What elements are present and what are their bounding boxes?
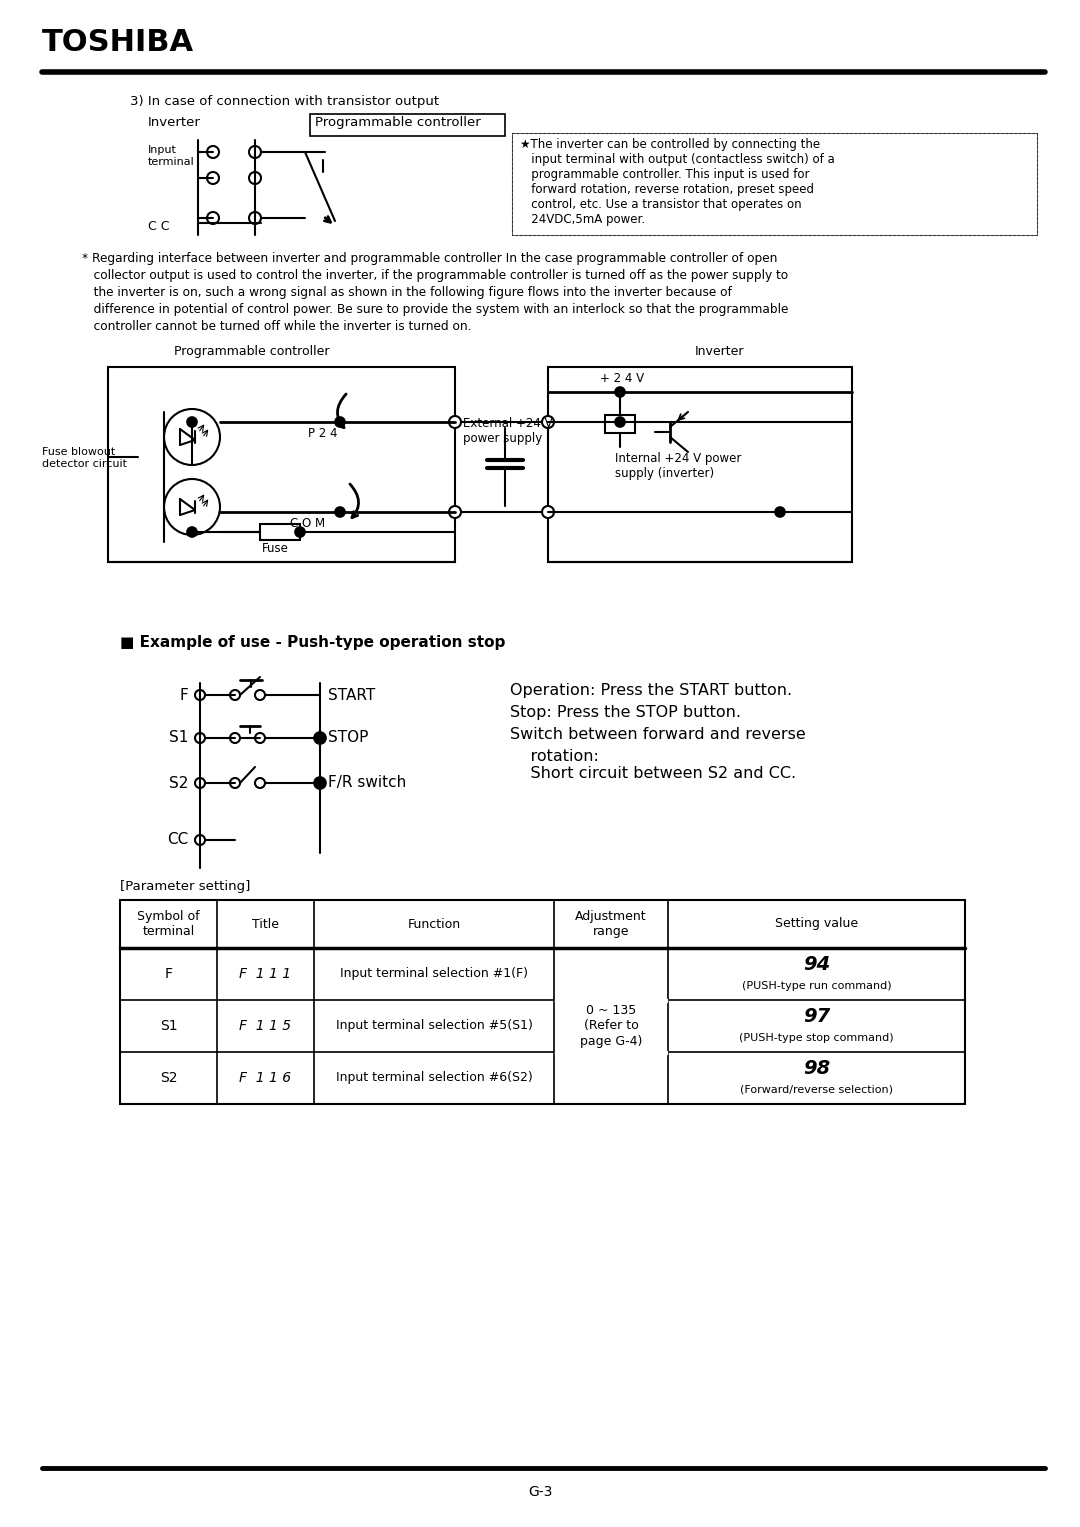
Text: External +24 V
power supply: External +24 V power supply (463, 417, 553, 444)
Text: F/R switch: F/R switch (328, 776, 406, 791)
Text: Fuse: Fuse (262, 542, 288, 554)
Bar (310, 115, 505, 136)
Bar (605, 415, 635, 434)
Text: Short circuit between S2 and CC.: Short circuit between S2 and CC. (510, 767, 796, 780)
Text: (PUSH-type stop command): (PUSH-type stop command) (739, 1032, 894, 1043)
Circle shape (249, 147, 261, 157)
Circle shape (207, 212, 219, 224)
Circle shape (314, 777, 326, 789)
Text: difference in potential of control power. Be sure to provide the system with an : difference in potential of control power… (82, 302, 788, 316)
Text: G-3: G-3 (528, 1484, 552, 1500)
Bar (548, 366, 852, 562)
Circle shape (207, 147, 219, 157)
Text: Symbol of
terminal: Symbol of terminal (137, 910, 200, 938)
Text: (PUSH-type run command): (PUSH-type run command) (742, 980, 891, 991)
Circle shape (449, 505, 461, 518)
Text: S2: S2 (168, 776, 188, 791)
Text: C C: C C (148, 220, 170, 234)
Circle shape (164, 479, 220, 534)
Text: Programmable controller: Programmable controller (315, 116, 481, 128)
Circle shape (335, 417, 345, 428)
Text: Fuse blowout
detector circuit: Fuse blowout detector circuit (42, 447, 127, 469)
Text: the inverter is on, such a wrong signal as shown in the following figure flows i: the inverter is on, such a wrong signal … (82, 286, 732, 299)
Circle shape (195, 690, 205, 699)
Circle shape (295, 527, 305, 538)
Circle shape (255, 690, 265, 699)
Circle shape (615, 386, 625, 397)
Circle shape (314, 731, 326, 744)
Text: P 2 4: P 2 4 (308, 428, 337, 440)
Text: Inverter: Inverter (148, 116, 201, 128)
Text: Stop: Press the STOP button.: Stop: Press the STOP button. (510, 705, 741, 721)
Text: 3) In case of connection with transistor output: 3) In case of connection with transistor… (130, 95, 440, 108)
Text: Title: Title (252, 918, 279, 930)
Circle shape (249, 212, 261, 224)
Circle shape (187, 417, 197, 428)
Text: Internal +24 V power
supply (inverter): Internal +24 V power supply (inverter) (615, 452, 741, 479)
Text: Function: Function (407, 918, 460, 930)
Text: collector output is used to control the inverter, if the programmable controller: collector output is used to control the … (82, 269, 788, 282)
Bar (120, 899, 966, 1104)
Circle shape (542, 415, 554, 428)
Bar (512, 133, 1037, 235)
Circle shape (195, 777, 205, 788)
Text: controller cannot be turned off while the inverter is turned on.: controller cannot be turned off while th… (82, 321, 471, 333)
Text: S2: S2 (160, 1070, 177, 1086)
Text: F: F (179, 687, 188, 702)
Text: Programmable controller: Programmable controller (174, 345, 329, 357)
Circle shape (249, 173, 261, 183)
Text: F  1 1 6: F 1 1 6 (240, 1070, 292, 1086)
Circle shape (207, 173, 219, 183)
Text: S1: S1 (160, 1019, 177, 1032)
Text: STOP: STOP (328, 730, 368, 745)
Circle shape (542, 505, 554, 518)
Circle shape (775, 507, 785, 518)
Circle shape (230, 777, 240, 788)
Text: * Regarding interface between inverter and programmable controller In the case p: * Regarding interface between inverter a… (82, 252, 778, 266)
Polygon shape (555, 1051, 667, 1054)
Circle shape (195, 835, 205, 844)
Text: F  1 1 5: F 1 1 5 (240, 1019, 292, 1032)
Polygon shape (555, 999, 667, 1002)
Text: ■ Example of use - Push-type operation stop: ■ Example of use - Push-type operation s… (120, 635, 505, 651)
Text: Inverter: Inverter (696, 345, 745, 357)
Text: rotation:: rotation: (510, 750, 599, 764)
Text: Input
terminal: Input terminal (148, 145, 194, 166)
Text: Adjustment
range: Adjustment range (576, 910, 647, 938)
Circle shape (335, 507, 345, 518)
Circle shape (255, 733, 265, 744)
Circle shape (615, 417, 625, 428)
Text: 94: 94 (802, 956, 831, 974)
Text: START: START (328, 687, 375, 702)
Text: F  1 1 1: F 1 1 1 (240, 967, 292, 980)
Text: Input terminal selection #5(S1): Input terminal selection #5(S1) (336, 1020, 532, 1032)
Circle shape (230, 690, 240, 699)
Circle shape (230, 733, 240, 744)
Text: TOSHIBA: TOSHIBA (42, 27, 194, 56)
Text: Setting value: Setting value (775, 918, 859, 930)
Text: + 2 4 V: + 2 4 V (600, 373, 644, 385)
Circle shape (164, 409, 220, 466)
Circle shape (187, 527, 197, 538)
Bar (260, 524, 300, 541)
Text: (Forward/reverse selection): (Forward/reverse selection) (740, 1086, 893, 1095)
Text: Switch between forward and reverse: Switch between forward and reverse (510, 727, 806, 742)
Text: 97: 97 (802, 1008, 831, 1026)
Text: F: F (164, 967, 173, 980)
Circle shape (195, 733, 205, 744)
Text: 0 ~ 135
(Refer to
page G-4): 0 ~ 135 (Refer to page G-4) (580, 1005, 643, 1048)
Text: Operation: Press the START button.: Operation: Press the START button. (510, 683, 792, 698)
Text: [Parameter setting]: [Parameter setting] (120, 880, 251, 893)
Circle shape (449, 415, 461, 428)
Text: CC: CC (166, 832, 188, 847)
Circle shape (255, 777, 265, 788)
Text: Input terminal selection #1(F): Input terminal selection #1(F) (340, 968, 528, 980)
Text: C O M: C O M (291, 518, 325, 530)
Text: Input terminal selection #6(S2): Input terminal selection #6(S2) (336, 1072, 532, 1084)
Bar (108, 366, 455, 562)
Text: ★The inverter can be controlled by connecting the
   input terminal with output : ★The inverter can be controlled by conne… (519, 137, 835, 226)
Bar (512, 133, 1037, 235)
Text: 98: 98 (802, 1060, 831, 1078)
Text: S1: S1 (168, 730, 188, 745)
